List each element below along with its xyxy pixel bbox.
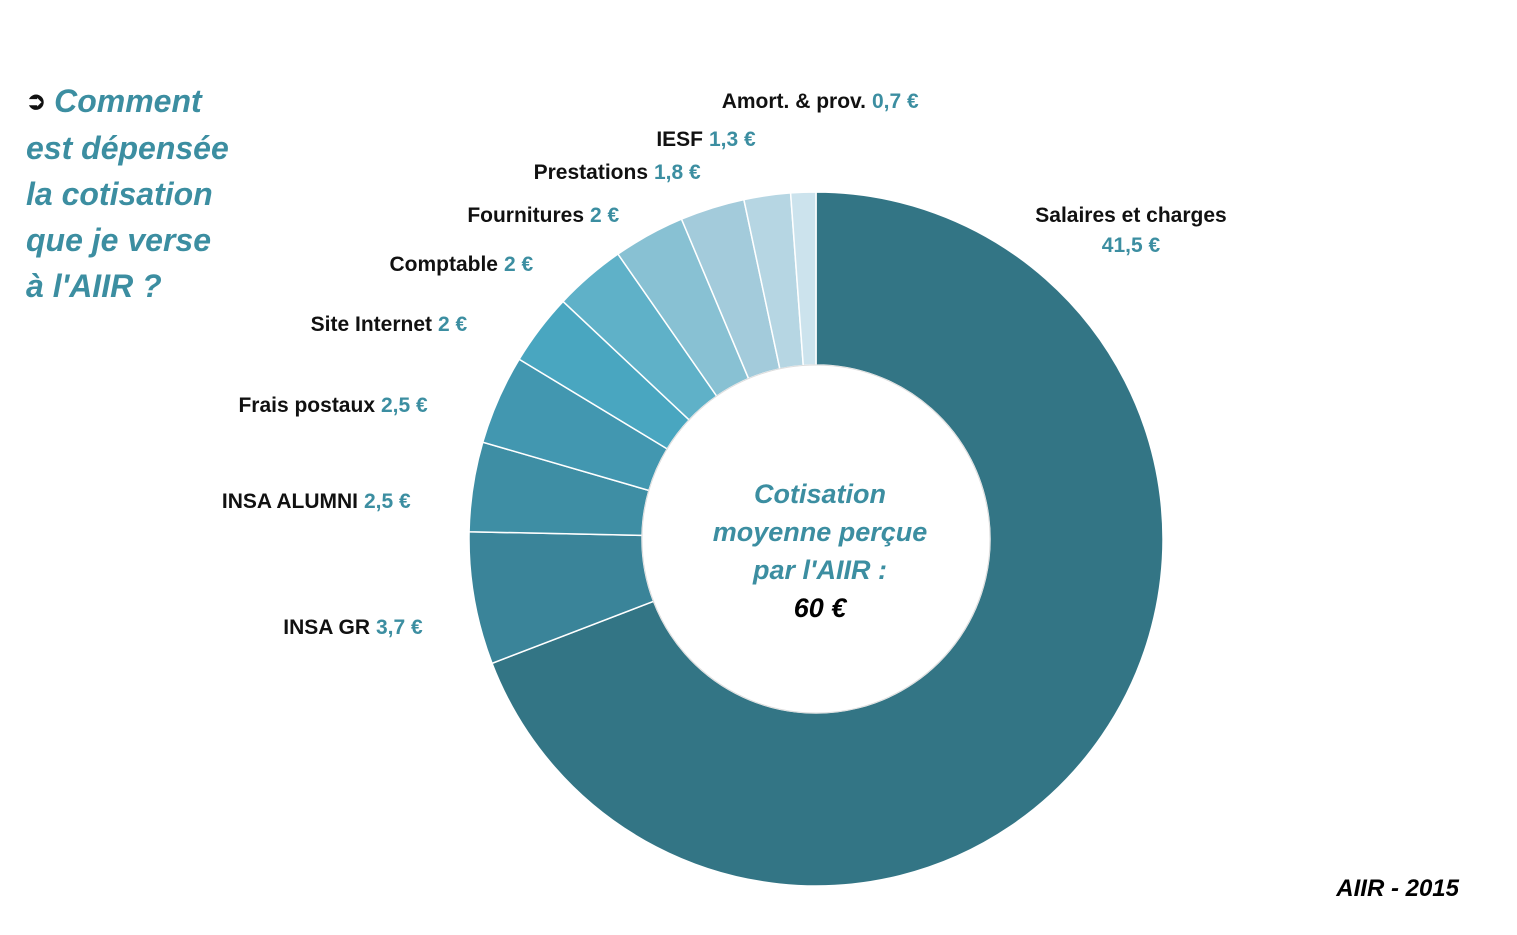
slice-label-value: 2 €	[438, 313, 468, 336]
center-line: par l'AIIR :	[752, 555, 887, 585]
center-line: moyenne perçue	[713, 517, 928, 547]
question-line: que je verse	[26, 222, 211, 258]
question-text: ➲ Comment est dépensée la cotisation que …	[26, 78, 286, 309]
slice-label-name: Prestations	[534, 161, 648, 184]
slice-label-name: Site Internet	[311, 313, 432, 336]
slice-label-name: Frais postaux	[238, 394, 375, 417]
donut-slices	[468, 191, 1164, 887]
slice-labels: Salaires et charges 41,5 € INSA GR 3,7 € INS…	[222, 90, 1227, 639]
question-line-text: Comment	[54, 83, 202, 119]
slice-label-name: INSA GR	[283, 616, 370, 639]
slice-label-value: 2,5 €	[364, 490, 411, 513]
center-line: Cotisation	[754, 479, 886, 509]
slice-label-name: Salaires et charges	[1035, 204, 1226, 227]
slice-label-value: 1,8 €	[654, 161, 701, 184]
slice-label-value: 3,7 €	[376, 616, 423, 639]
slice-label-name: Comptable	[389, 253, 498, 276]
slice-label-name: Fournitures	[467, 204, 584, 227]
question-line: la cotisation	[26, 176, 213, 212]
arrow-bullet-icon: ➲	[26, 88, 47, 115]
slice-label-value: 2,5 €	[381, 394, 428, 417]
slice-label-name: IESF	[656, 128, 703, 151]
slice-label-name: Amort. & prov.	[722, 90, 866, 113]
question-line: est dépensée	[26, 130, 229, 166]
slice-label-value: 41,5 €	[1102, 234, 1161, 257]
slice-label-value: 2 €	[590, 204, 620, 227]
center-total: 60 €	[794, 593, 848, 623]
question-line: à l'AIIR ?	[26, 268, 162, 304]
slice-label-value: 2 €	[504, 253, 534, 276]
donut-hole	[641, 364, 991, 714]
footer-credit: AIIR - 2015	[1336, 875, 1459, 902]
slice-label-name: INSA ALUMNI	[222, 490, 358, 513]
slice-label-value: 0,7 €	[872, 90, 919, 113]
question-line: ➲ Comment	[26, 78, 286, 125]
slice-label-value: 1,3 €	[709, 128, 756, 151]
center-label: Cotisation moyenne perçue par l'AIIR : 6…	[713, 479, 928, 623]
